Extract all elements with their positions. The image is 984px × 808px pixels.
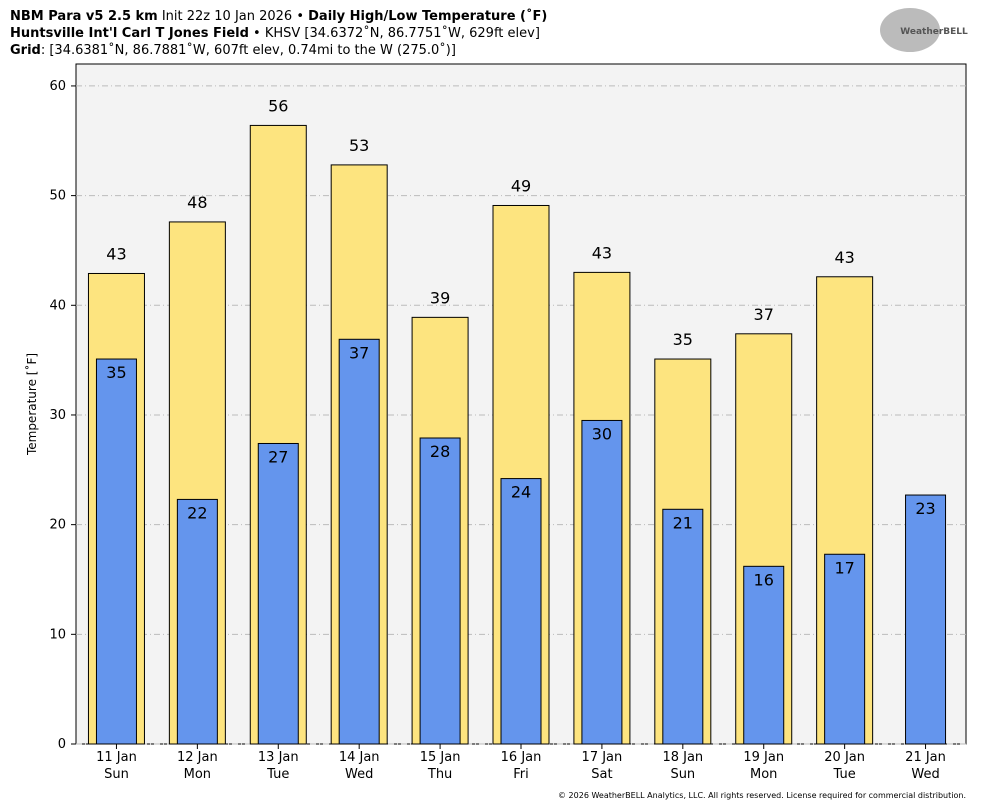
value-label: 43 [592, 243, 612, 262]
bar [905, 494, 947, 745]
x-tick-label: Wed [345, 767, 373, 782]
title-part: : [34.6381˚N, 86.7881˚W, 607ft elev, 0.7… [41, 42, 456, 58]
y-tick-label: 30 [49, 408, 66, 423]
value-label: 17 [834, 558, 854, 577]
value-label: 27 [268, 447, 288, 466]
bar [176, 498, 218, 745]
y-tick-label: 60 [49, 79, 66, 94]
y-tick-label: 50 [49, 189, 66, 204]
value-label: 28 [430, 442, 450, 461]
value-label: 43 [834, 248, 854, 267]
value-label: 35 [106, 363, 126, 382]
x-tick-label: 18 Jan [662, 750, 703, 765]
y-tick-label: 0 [58, 737, 66, 752]
value-label: 30 [592, 424, 612, 443]
y-tick-label: 10 [49, 627, 66, 642]
x-tick-label: 14 Jan [339, 750, 380, 765]
title-part: Huntsville Int'l Carl T Jones Field [10, 26, 249, 41]
bar [662, 508, 704, 745]
x-tick-label: Wed [911, 767, 939, 782]
value-label: 35 [673, 330, 693, 349]
title-part: Daily High/Low Temperature (˚F) [308, 8, 547, 24]
value-label: 21 [673, 513, 693, 532]
value-label: 37 [349, 343, 369, 362]
x-tick-label: Sat [591, 767, 612, 782]
title-line: Huntsville Int'l Carl T Jones Field • KH… [10, 25, 540, 41]
value-label: 16 [754, 570, 774, 589]
bar [419, 437, 461, 745]
bar [95, 358, 137, 745]
bar [824, 553, 866, 745]
value-label: 43 [106, 244, 126, 263]
x-tick-label: 20 Jan [824, 750, 865, 765]
title-part: Grid [10, 43, 41, 58]
x-tick-label: Fri [513, 767, 529, 782]
value-label: 39 [430, 288, 450, 307]
logo: WeatherBELL [900, 27, 968, 37]
x-tick-label: 15 Jan [420, 750, 461, 765]
bar [581, 419, 623, 745]
title-line: NBM Para v5 2.5 km Init 22z 10 Jan 2026 … [10, 8, 547, 24]
x-tick-label: Mon [750, 767, 777, 782]
bar [257, 442, 299, 745]
x-tick-label: 13 Jan [258, 750, 299, 765]
x-tick-label: Thu [427, 767, 452, 782]
x-tick-label: 12 Jan [177, 750, 218, 765]
x-tick-label: 16 Jan [501, 750, 542, 765]
value-label: 37 [754, 305, 774, 324]
x-tick-label: 17 Jan [582, 750, 623, 765]
value-label: 23 [915, 499, 935, 518]
y-tick-label: 40 [49, 298, 66, 313]
x-tick-label: 19 Jan [743, 750, 784, 765]
bar [338, 338, 380, 745]
x-tick-label: Sun [670, 767, 695, 782]
bar [500, 478, 542, 745]
value-label: 24 [511, 483, 531, 502]
footer: © 2026 WeatherBELL Analytics, LLC. All r… [558, 791, 966, 800]
x-tick-label: 11 Jan [96, 750, 137, 765]
x-tick-label: Mon [184, 767, 211, 782]
title-part: NBM Para v5 2.5 km [10, 9, 158, 24]
title-part: • KHSV [34.6372˚N, 86.7751˚W, 629ft elev… [249, 25, 540, 41]
title-part: Init 22z 10 Jan 2026 • [158, 9, 308, 24]
x-tick-label: Sun [104, 767, 129, 782]
value-label: 53 [349, 136, 369, 155]
y-tick-label: 20 [49, 518, 66, 533]
value-label: 48 [187, 193, 207, 212]
title-line: Grid: [34.6381˚N, 86.7881˚W, 607ft elev,… [10, 42, 456, 58]
value-label: 56 [268, 96, 288, 115]
value-label: 49 [511, 176, 531, 195]
value-label: 22 [187, 503, 207, 522]
x-tick-label: Tue [266, 767, 289, 782]
y-axis-label: Temperature [˚F] [24, 353, 39, 456]
logo-mark [880, 8, 940, 52]
x-tick-label: Tue [833, 767, 856, 782]
bar [743, 565, 785, 745]
x-tick-label: 21 Jan [905, 750, 946, 765]
